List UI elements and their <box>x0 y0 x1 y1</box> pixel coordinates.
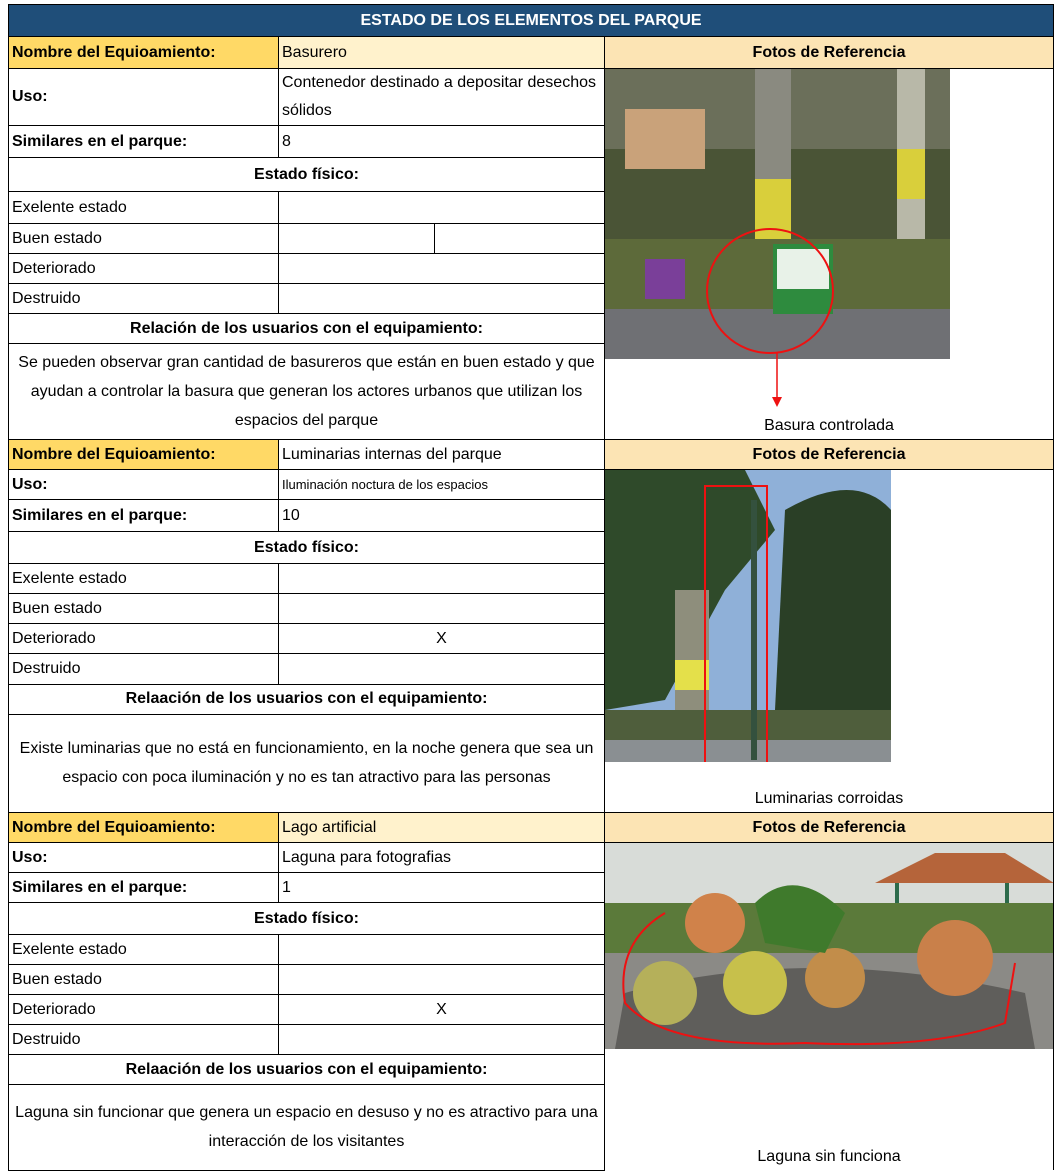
relacion-text: Existe luminarias que no está en funcion… <box>8 713 605 814</box>
photo-cell: Basura controlada <box>603 68 1055 440</box>
row: Uso: Contenedor destinado a depositar des… <box>8 68 1055 440</box>
row: Relaación de los usuarios con el equipam… <box>8 1054 1054 1086</box>
photo-wrap: Luminarias corroidas <box>605 470 1053 812</box>
row: ESTADO DE LOS ELEMENTOS DEL PARQUE <box>7 4 1055 37</box>
similares-value: 1 <box>278 872 605 904</box>
uso-label: Uso: <box>8 841 279 874</box>
row: Similares en el parque: 8 <box>8 125 1054 158</box>
estado-value <box>278 964 605 996</box>
photo-caption: Basura controlada <box>764 417 894 434</box>
photos-header: Fotos de Referencia <box>603 812 1055 843</box>
photo-cell: Luminarias corroidas <box>603 469 1055 813</box>
row: Deteriorado <box>8 253 1054 284</box>
sheet-title: ESTADO DE LOS ELEMENTOS DEL PARQUE <box>7 4 1055 37</box>
row: Uso: Iluminación noctura de los espacios … <box>8 468 1055 813</box>
estado-value <box>278 934 605 966</box>
row: Relación de los usuarios con el equipami… <box>8 313 1054 344</box>
estado-label: Buen estado <box>8 593 279 625</box>
row: Similares en el parque: 10 <box>8 499 1054 533</box>
reference-photo <box>605 470 891 765</box>
estado-label: Buen estado <box>8 964 279 996</box>
estado-header: Estado físico: <box>8 157 605 192</box>
relacion-header: Relación de los usuarios con el equipami… <box>8 313 605 344</box>
relacion-header: Relaación de los usuarios con el equipam… <box>8 1054 605 1086</box>
estado-label: Deteriorado <box>8 623 279 655</box>
row: Se pueden observar gran cantidad de basu… <box>8 343 1054 440</box>
photos-header: Fotos de Referencia <box>603 36 1055 69</box>
estado-label: Destruido <box>8 1024 279 1056</box>
similares-label: Similares en el parque: <box>8 499 279 533</box>
row: Nombre del Equioamiento: Lago artificial F… <box>8 812 1055 843</box>
row: Buen estado <box>8 593 1054 625</box>
uso-value: Contenedor destinado a depositar desecho… <box>278 68 605 126</box>
photo-caption: Laguna sin funciona <box>757 1148 901 1165</box>
photo-wrap: Laguna sin funciona <box>605 843 1053 1170</box>
photo-cell: Laguna sin funciona <box>603 842 1055 1170</box>
similares-value: 8 <box>278 125 605 158</box>
row: Laguna sin funcionar que genera un espac… <box>8 1084 1054 1171</box>
estado-label: Buen estado <box>8 223 279 254</box>
estado-label: Deteriorado <box>8 253 279 284</box>
estado-value <box>278 1024 605 1056</box>
relacion-text: Se pueden observar gran cantidad de basu… <box>8 343 605 440</box>
name-value: Luminarias internas del parque <box>278 439 605 470</box>
estado-header: Estado físico: <box>8 531 605 565</box>
photo-caption: Luminarias corroidas <box>754 790 904 807</box>
estado-value <box>278 191 605 224</box>
relacion-header: Relaación de los usuarios con el equipam… <box>8 683 605 715</box>
row: Nombre del Equioamiento: Luminarias inter… <box>8 439 1055 470</box>
row: Destruido <box>8 653 1054 685</box>
name-label: Nombre del Equioamiento: <box>8 36 279 69</box>
estado-value <box>278 563 605 595</box>
estado-value: X <box>278 623 605 655</box>
row: Similares en el parque: 1 <box>8 872 1054 904</box>
row: Estado físico: <box>8 902 1054 936</box>
name-label: Nombre del Equioamiento: <box>8 812 279 843</box>
reference-photo <box>605 69 950 407</box>
estado-label: Destruido <box>8 653 279 685</box>
estado-label: Destruido <box>8 283 279 314</box>
relacion-text: Laguna sin funcionar que genera un espac… <box>8 1084 605 1171</box>
name-value: Basurero <box>278 36 605 69</box>
estado-value <box>278 283 605 314</box>
similares-value: 10 <box>278 499 605 533</box>
uso-label: Uso: <box>8 468 279 501</box>
estado-header: Estado físico: <box>8 902 605 936</box>
uso-label: Uso: <box>8 68 279 126</box>
photos-header: Fotos de Referencia <box>603 439 1055 470</box>
name-label: Nombre del Equioamiento: <box>8 439 279 470</box>
similares-label: Similares en el parque: <box>8 125 279 158</box>
row: Uso: Laguna para fotografias Laguna sin f… <box>8 841 1055 1170</box>
reference-photo <box>605 843 1053 1049</box>
uso-value: Iluminación noctura de los espacios <box>278 468 605 501</box>
cell-divider <box>434 224 435 253</box>
photo-wrap: Basura controlada <box>605 69 1053 439</box>
estado-value <box>278 653 605 685</box>
row: Deteriorado X <box>8 994 1054 1026</box>
estado-value: X <box>278 994 605 1026</box>
estado-value <box>278 253 605 284</box>
row: Nombre del Equioamiento: Basurero Fotos de… <box>8 36 1055 69</box>
name-value: Lago artificial <box>278 812 605 843</box>
estado-label: Exelente estado <box>8 191 279 224</box>
sheet-body: ESTADO DE LOS ELEMENTOS DEL PARQUE Nombre… <box>7 4 1055 1171</box>
estado-label: Exelente estado <box>8 563 279 595</box>
estado-value <box>278 223 605 254</box>
status-sheet: ESTADO DE LOS ELEMENTOS DEL PARQUE Nombre… <box>7 4 1055 1171</box>
row: Deteriorado X <box>8 623 1054 655</box>
row: Buen estado <box>8 223 1054 254</box>
similares-label: Similares en el parque: <box>8 872 279 904</box>
row: Destruido <box>8 283 1054 314</box>
uso-value: Laguna para fotografias <box>278 841 605 874</box>
estado-label: Deteriorado <box>8 994 279 1026</box>
estado-label: Exelente estado <box>8 934 279 966</box>
row: Existe luminarias que no está en funcion… <box>8 713 1054 814</box>
estado-value <box>278 593 605 625</box>
row: Exelente estado <box>8 191 1054 224</box>
